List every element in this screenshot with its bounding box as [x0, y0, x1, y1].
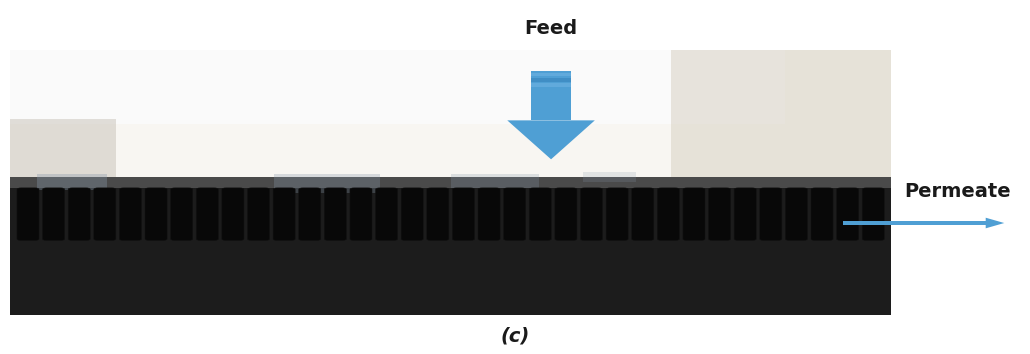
- Bar: [10, 119, 116, 204]
- FancyBboxPatch shape: [555, 188, 577, 240]
- Bar: [10, 188, 891, 315]
- FancyBboxPatch shape: [709, 188, 730, 240]
- FancyBboxPatch shape: [68, 188, 91, 240]
- Text: Feed: Feed: [524, 19, 578, 38]
- Bar: [531, 78, 571, 81]
- Bar: [10, 50, 785, 124]
- FancyBboxPatch shape: [862, 188, 885, 240]
- FancyBboxPatch shape: [452, 188, 475, 240]
- FancyBboxPatch shape: [94, 188, 115, 240]
- Bar: [671, 50, 891, 195]
- Text: (c): (c): [501, 327, 529, 346]
- Bar: [10, 50, 891, 315]
- Bar: [531, 71, 571, 120]
- Bar: [274, 175, 380, 193]
- FancyBboxPatch shape: [16, 188, 39, 240]
- FancyBboxPatch shape: [402, 188, 423, 240]
- FancyBboxPatch shape: [760, 188, 782, 240]
- FancyBboxPatch shape: [683, 188, 705, 240]
- Text: Permeate: Permeate: [904, 182, 1011, 201]
- FancyBboxPatch shape: [606, 188, 628, 240]
- Polygon shape: [507, 120, 595, 159]
- FancyBboxPatch shape: [221, 188, 244, 240]
- FancyBboxPatch shape: [247, 188, 270, 240]
- Bar: [531, 83, 571, 87]
- FancyBboxPatch shape: [171, 188, 193, 240]
- FancyBboxPatch shape: [376, 188, 398, 240]
- Bar: [531, 73, 571, 76]
- Bar: [10, 177, 891, 195]
- FancyBboxPatch shape: [426, 188, 449, 240]
- FancyBboxPatch shape: [786, 188, 808, 240]
- FancyBboxPatch shape: [324, 188, 346, 240]
- FancyBboxPatch shape: [350, 188, 372, 240]
- FancyBboxPatch shape: [504, 188, 525, 240]
- FancyBboxPatch shape: [273, 188, 296, 240]
- FancyBboxPatch shape: [299, 188, 320, 240]
- FancyBboxPatch shape: [657, 188, 680, 240]
- FancyBboxPatch shape: [529, 188, 551, 240]
- Bar: [37, 175, 107, 190]
- FancyBboxPatch shape: [119, 188, 141, 240]
- FancyBboxPatch shape: [734, 188, 756, 240]
- FancyBboxPatch shape: [811, 188, 833, 240]
- FancyBboxPatch shape: [631, 188, 654, 240]
- FancyBboxPatch shape: [581, 188, 603, 240]
- Polygon shape: [986, 218, 1004, 228]
- FancyBboxPatch shape: [42, 188, 65, 240]
- Bar: [583, 172, 636, 182]
- FancyBboxPatch shape: [478, 188, 500, 240]
- FancyBboxPatch shape: [197, 188, 218, 240]
- Bar: [10, 50, 891, 195]
- FancyBboxPatch shape: [836, 188, 859, 240]
- Bar: [451, 175, 539, 188]
- Bar: [843, 221, 986, 225]
- FancyBboxPatch shape: [145, 188, 167, 240]
